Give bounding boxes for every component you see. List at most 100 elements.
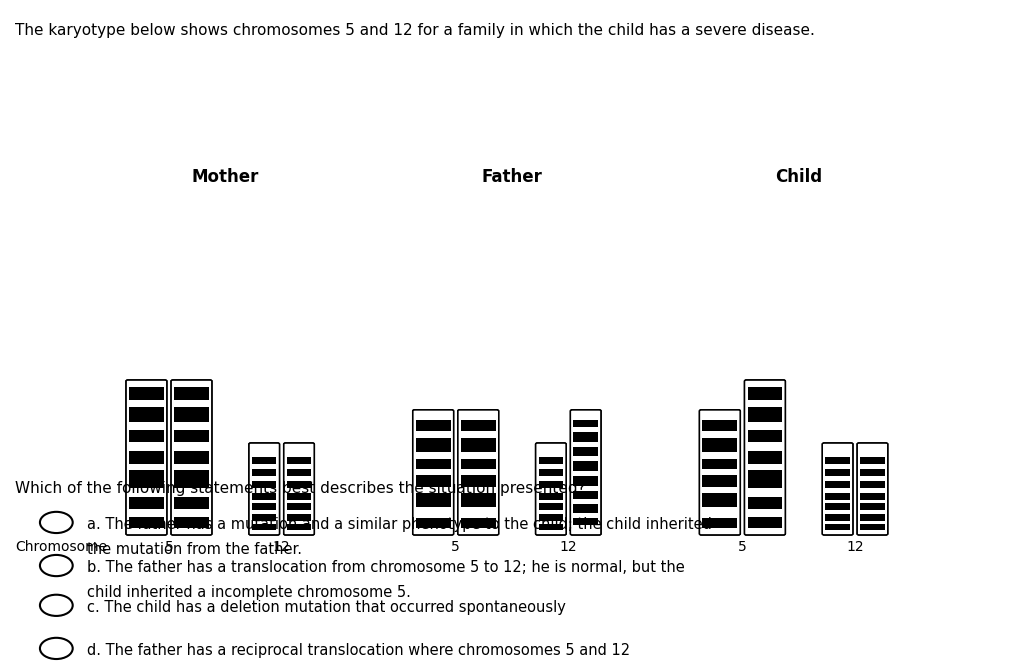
Bar <box>573 420 598 427</box>
Bar <box>573 432 598 442</box>
Bar <box>129 387 164 400</box>
Bar <box>702 475 737 487</box>
FancyBboxPatch shape <box>699 410 740 535</box>
Bar <box>860 493 885 500</box>
Bar <box>748 430 782 442</box>
Bar <box>825 514 850 521</box>
Bar <box>702 493 737 507</box>
Bar <box>702 420 737 431</box>
Bar <box>129 497 164 509</box>
Bar <box>748 469 782 488</box>
FancyBboxPatch shape <box>171 380 212 535</box>
Bar <box>252 503 276 511</box>
FancyBboxPatch shape <box>126 380 167 535</box>
Bar <box>174 497 209 509</box>
Bar <box>860 514 885 521</box>
Text: child inherited a incomplete chromosome 5.: child inherited a incomplete chromosome … <box>87 585 411 601</box>
Bar <box>174 430 209 442</box>
Bar <box>461 459 496 469</box>
Text: 12: 12 <box>559 540 578 554</box>
Bar <box>129 517 164 528</box>
Bar <box>539 493 563 500</box>
Text: 12: 12 <box>846 540 864 554</box>
Text: d. The father has a reciprocal translocation where chromosomes 5 and 12: d. The father has a reciprocal transloca… <box>87 643 630 658</box>
FancyBboxPatch shape <box>570 410 601 535</box>
Text: b. The father has a translocation from chromosome 5 to 12; he is normal, but the: b. The father has a translocation from c… <box>87 560 685 575</box>
FancyBboxPatch shape <box>284 443 314 535</box>
Bar <box>539 524 563 530</box>
Bar <box>860 503 885 511</box>
Bar <box>860 457 885 464</box>
Bar <box>539 514 563 521</box>
Bar <box>287 514 311 521</box>
Bar <box>461 518 496 528</box>
Bar <box>287 503 311 511</box>
Bar <box>416 420 451 431</box>
Bar <box>860 481 885 488</box>
Bar <box>252 493 276 500</box>
Bar <box>416 459 451 469</box>
Bar <box>702 459 737 469</box>
Bar <box>748 452 782 463</box>
FancyBboxPatch shape <box>536 443 566 535</box>
Bar <box>748 407 782 422</box>
Bar <box>129 430 164 442</box>
Text: c. The child has a deletion mutation that occurred spontaneously: c. The child has a deletion mutation tha… <box>87 600 566 615</box>
Bar <box>573 505 598 513</box>
Bar <box>129 452 164 463</box>
Bar <box>461 438 496 452</box>
FancyBboxPatch shape <box>249 443 280 535</box>
Bar <box>129 407 164 422</box>
Bar <box>416 438 451 452</box>
FancyBboxPatch shape <box>822 443 853 535</box>
Bar <box>174 469 209 488</box>
Bar <box>860 524 885 530</box>
Text: Which of the following statements best describes the situation presented?: Which of the following statements best d… <box>15 481 586 496</box>
Bar <box>252 514 276 521</box>
Bar <box>825 457 850 464</box>
FancyBboxPatch shape <box>857 443 888 535</box>
Bar <box>252 457 276 464</box>
Bar <box>539 457 563 464</box>
Bar <box>573 518 598 525</box>
Bar <box>287 457 311 464</box>
Bar <box>174 407 209 422</box>
Text: The karyotype below shows chromosomes 5 and 12 for a family in which the child h: The karyotype below shows chromosomes 5 … <box>15 23 815 38</box>
FancyBboxPatch shape <box>413 410 454 535</box>
Bar <box>825 469 850 477</box>
Text: a. The father has a mutation and a similar phenotype to the child; the child inh: a. The father has a mutation and a simil… <box>87 517 712 532</box>
Bar <box>539 481 563 488</box>
Bar <box>702 438 737 452</box>
Text: 5: 5 <box>738 540 746 554</box>
FancyBboxPatch shape <box>744 380 785 535</box>
Bar <box>252 481 276 488</box>
Text: Chromosome: Chromosome <box>15 540 108 554</box>
Bar <box>416 475 451 487</box>
Bar <box>573 476 598 486</box>
Bar <box>461 493 496 507</box>
Bar <box>825 481 850 488</box>
Bar <box>860 469 885 477</box>
Bar <box>702 518 737 528</box>
Bar <box>573 447 598 456</box>
FancyBboxPatch shape <box>458 410 499 535</box>
Bar <box>539 469 563 477</box>
Bar <box>252 469 276 477</box>
Bar <box>748 387 782 400</box>
Text: Child: Child <box>775 168 822 186</box>
Text: Mother: Mother <box>191 168 259 186</box>
Bar <box>539 503 563 511</box>
Bar <box>416 518 451 528</box>
Bar <box>573 461 598 471</box>
Bar <box>825 524 850 530</box>
Bar <box>287 493 311 500</box>
Bar <box>287 469 311 477</box>
Bar <box>174 517 209 528</box>
Bar <box>461 475 496 487</box>
Text: 12: 12 <box>272 540 291 554</box>
Bar <box>174 387 209 400</box>
Text: 5: 5 <box>452 540 460 554</box>
Bar <box>287 524 311 530</box>
Bar <box>748 517 782 528</box>
Bar <box>461 420 496 431</box>
